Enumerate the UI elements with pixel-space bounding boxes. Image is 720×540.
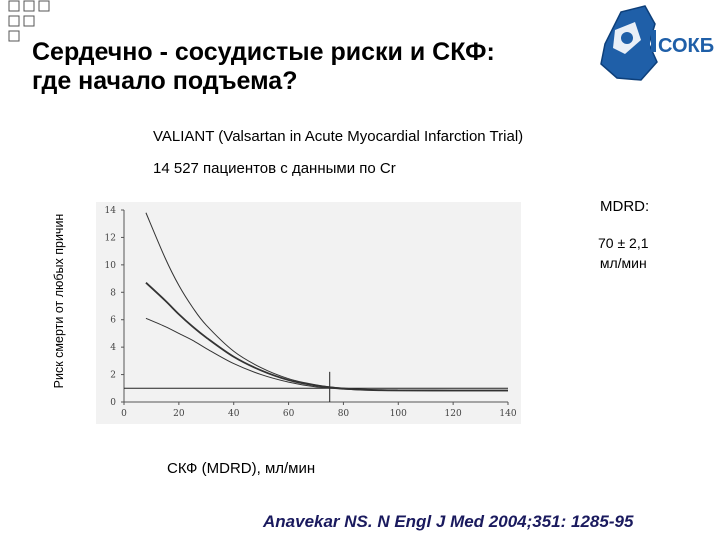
risk-curve-3	[145, 317, 509, 392]
patient-count: 14 527 пациентов с данными по Cr	[153, 160, 396, 177]
x-tick-label: 20	[173, 409, 185, 419]
x-tick-label: 140	[499, 409, 516, 419]
mdrd-value-unit: мл/мин	[599, 255, 647, 271]
y-tick-label: 10	[105, 261, 117, 271]
y-tick-label: 12	[105, 233, 116, 243]
mdrd-label: MDRD:	[600, 198, 650, 215]
mdrd-value-number: 70 ± 2,1	[598, 235, 649, 251]
x-tick-label: 40	[228, 409, 240, 419]
y-axis-label: Риск смерти от любых причин	[52, 213, 66, 389]
mortality-risk-chart: 0 20 40 60 80 100 120 140 0 2 4 6 8 10 12 14	[96, 202, 521, 424]
y-tick-label: 14	[105, 206, 117, 216]
x-axis-label: СКФ (MDRD), мл/мин	[167, 460, 316, 477]
y-tick-label: 4	[110, 343, 116, 353]
y-axis-label-wrapper: Риск смерти от любых причин	[48, 170, 70, 432]
y-tick-label: 6	[110, 316, 116, 326]
plot-background	[96, 202, 521, 424]
hospital-logo: СОКБ	[600, 5, 714, 81]
y-tick-label: 8	[110, 288, 116, 298]
x-tick-label: 120	[445, 409, 462, 419]
y-tick-label: 0	[110, 398, 116, 408]
corner-squares-decoration	[8, 0, 50, 42]
trial-name: VALIANT (Valsartan in Acute Myocardial I…	[153, 128, 524, 145]
logo-text: СОКБ	[658, 35, 714, 57]
slide-title: Сердечно - сосудистые риски и СКФ: где н…	[32, 38, 495, 95]
mdrd-value: 70 ± 2,1 мл/мин	[598, 233, 649, 273]
x-tick-label: 80	[338, 409, 350, 419]
x-tick-label: 60	[283, 409, 295, 419]
citation: Anavekar NS. N Engl J Med 2004;351: 1285…	[263, 512, 634, 531]
x-tick-label: 0	[121, 409, 127, 419]
x-tick-label: 100	[390, 409, 407, 419]
y-tick-label: 2	[110, 371, 116, 381]
